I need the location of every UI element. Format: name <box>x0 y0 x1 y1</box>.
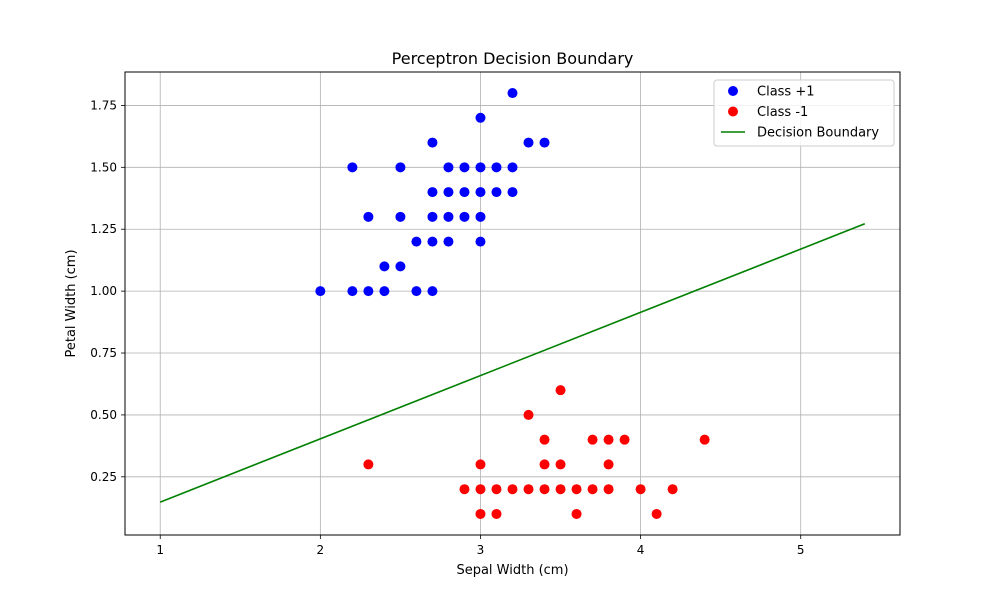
class-plus-1-point <box>379 261 390 272</box>
class-minus-1-point <box>475 459 486 470</box>
y-tick-label: 1.75 <box>90 98 117 112</box>
class-plus-1-point <box>475 236 486 247</box>
class-plus-1-point <box>507 88 518 99</box>
class-plus-1-point <box>443 187 454 198</box>
x-tick-label: 3 <box>477 543 485 557</box>
class-plus-1-point <box>459 211 470 222</box>
chart-title: Perceptron Decision Boundary <box>392 49 634 68</box>
class-plus-1-point <box>523 137 534 148</box>
y-tick-label: 1.25 <box>90 222 117 236</box>
class-plus-1-point <box>379 286 390 297</box>
class-minus-1-point <box>571 508 582 519</box>
legend-box <box>713 79 895 147</box>
class-plus-1-point <box>347 162 358 173</box>
class-plus-1-point <box>395 261 406 272</box>
y-tick-label: 0.75 <box>90 346 117 360</box>
legend-marker-swatch <box>728 106 738 117</box>
legend-label: Class -1 <box>757 105 808 120</box>
class-plus-1-point <box>427 137 438 148</box>
class-minus-1-point <box>363 459 374 470</box>
class-plus-1-point <box>363 286 374 297</box>
class-plus-1-point <box>475 187 486 198</box>
class-minus-1-point <box>491 508 502 519</box>
x-tick-label: 2 <box>317 543 325 557</box>
class-minus-1-point <box>539 459 550 470</box>
x-axis-label: Sepal Width (cm) <box>456 563 568 578</box>
class-plus-1-point <box>475 162 486 173</box>
class-plus-1-point <box>395 162 406 173</box>
y-tick-label: 0.25 <box>90 470 117 484</box>
class-plus-1-point <box>315 286 326 297</box>
class-plus-1-point <box>427 286 438 297</box>
legend-marker-swatch <box>728 86 738 96</box>
class-minus-1-point <box>555 385 566 396</box>
class-plus-1-point <box>427 236 438 247</box>
legend-label: Class +1 <box>757 85 815 100</box>
x-tick-label: 4 <box>637 543 645 557</box>
class-plus-1-point <box>427 211 438 222</box>
class-minus-1-point <box>667 484 678 495</box>
class-minus-1-point <box>523 484 534 495</box>
class-minus-1-point <box>603 434 614 445</box>
y-tick-label: 1.50 <box>90 160 117 174</box>
plot-area <box>125 72 900 535</box>
x-tick-label: 5 <box>797 543 805 557</box>
class-minus-1-point <box>539 484 550 495</box>
class-plus-1-point <box>459 187 470 198</box>
class-plus-1-point <box>395 211 406 222</box>
class-minus-1-point <box>619 434 630 445</box>
class-plus-1-point <box>491 187 502 198</box>
class-minus-1-point <box>571 484 582 495</box>
class-minus-1-point <box>603 459 614 470</box>
class-minus-1-point <box>651 508 662 519</box>
class-plus-1-point <box>411 286 422 297</box>
class-plus-1-point <box>347 286 358 297</box>
class-minus-1-point <box>491 484 502 495</box>
plot-frame <box>124 71 901 536</box>
class-minus-1-point <box>539 434 550 445</box>
class-minus-1-point <box>635 484 646 495</box>
class-plus-1-point <box>459 162 470 173</box>
class-plus-1-point <box>539 137 550 148</box>
legend: Class +1 Class -1 Decision Boundary <box>713 79 895 147</box>
class-plus-1-point <box>491 162 502 173</box>
y-tick-label: 0.50 <box>90 408 117 422</box>
class-plus-1-point <box>427 187 438 198</box>
class-minus-1-point <box>555 459 566 470</box>
class-minus-1-point <box>555 484 566 495</box>
class-plus-1-point <box>507 187 518 198</box>
legend-label: Decision Boundary <box>757 126 879 141</box>
class-plus-1-point <box>475 112 486 123</box>
y-axis-label: Petal Width (cm) <box>64 249 79 357</box>
class-minus-1-point <box>603 484 614 495</box>
class-plus-1-point <box>411 236 422 247</box>
class-plus-1-point <box>363 211 374 222</box>
class-minus-1-point <box>523 409 534 420</box>
class-minus-1-point <box>699 434 710 445</box>
class-minus-1-point <box>587 434 598 445</box>
decision-boundary-line <box>159 223 866 503</box>
class-minus-1-point <box>507 484 518 495</box>
axis-ticks: 1 2 3 4 5 0.25 0.50 0.75 1.00 1.25 1.50 1.75 <box>90 98 804 557</box>
class-plus-1-point <box>443 236 454 247</box>
y-tick-label: 1.00 <box>90 284 117 298</box>
series-layer <box>159 88 866 519</box>
class-plus-1-point <box>443 211 454 222</box>
x-tick-label: 1 <box>156 543 164 557</box>
class-plus-1-point <box>475 211 486 222</box>
class-plus-1-point <box>507 162 518 173</box>
class-minus-1-point <box>459 484 470 495</box>
class-minus-1-point <box>587 484 598 495</box>
class-minus-1-point <box>475 484 486 495</box>
class-plus-1-point <box>443 162 454 173</box>
class-minus-1-point <box>475 508 486 519</box>
